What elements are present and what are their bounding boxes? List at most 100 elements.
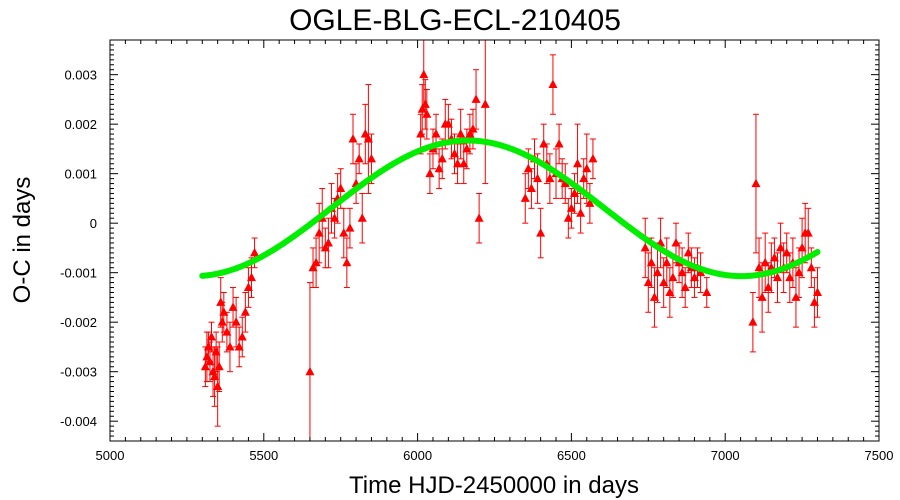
data-point [456, 108, 466, 160]
triangle-marker [671, 237, 681, 247]
triangle-marker [680, 282, 690, 292]
x-tick-label: 5000 [96, 448, 125, 463]
triangle-marker [662, 257, 672, 267]
triangle-marker [588, 153, 598, 163]
triangle-marker [225, 341, 235, 351]
triangle-marker [217, 317, 227, 326]
triangle-marker [480, 99, 490, 108]
data-point [588, 138, 598, 180]
data-point [354, 143, 364, 175]
data-point [228, 287, 238, 328]
x-tick-label: 6000 [403, 448, 432, 463]
data-point [222, 311, 232, 353]
triangle-marker [754, 262, 764, 272]
triangle-marker [243, 282, 253, 292]
triangle-marker [240, 307, 250, 316]
triangle-marker [443, 119, 453, 128]
triangle-marker [569, 188, 579, 197]
triangle-marker [579, 173, 589, 183]
triangle-marker [533, 173, 543, 183]
triangle-marker [336, 183, 346, 193]
data-point [311, 237, 321, 289]
data-point [240, 291, 250, 333]
triangle-marker [554, 138, 564, 148]
triangle-marker [420, 99, 430, 108]
triangle-marker [582, 163, 592, 173]
triangle-marker [797, 242, 807, 252]
triangle-marker [320, 242, 330, 252]
triangle-marker [677, 267, 687, 277]
triangle-marker [465, 129, 475, 138]
data-point [760, 232, 770, 293]
data-point [526, 168, 536, 209]
data-point [545, 153, 555, 204]
data-point [200, 346, 210, 388]
triangle-marker [314, 228, 324, 237]
y-tick-label: -0.003 [60, 365, 97, 380]
data-point [203, 331, 213, 363]
y-tick-label: -0.004 [60, 414, 97, 429]
x-tick-label: 5500 [249, 448, 278, 463]
triangle-marker [769, 252, 779, 262]
triangle-marker [474, 213, 484, 222]
triangle-marker [234, 341, 244, 351]
data-point [520, 173, 530, 224]
triangle-marker [668, 272, 678, 282]
data-point [345, 207, 355, 249]
triangle-marker [363, 134, 373, 143]
data-point [225, 321, 235, 373]
triangle-marker [576, 208, 586, 217]
triangle-marker [782, 247, 792, 257]
data-point [680, 267, 690, 308]
data-point [797, 217, 807, 279]
triangle-marker [323, 237, 333, 247]
data-point [751, 113, 761, 254]
triangle-marker [812, 287, 822, 296]
data-point [363, 84, 373, 194]
triangle-marker [222, 327, 232, 336]
triangle-marker [689, 272, 699, 282]
triangle-marker [560, 178, 570, 188]
data-point [342, 237, 352, 289]
triangle-marker [757, 292, 767, 301]
triangle-marker [357, 213, 367, 222]
y-tick-label: 0 [90, 216, 97, 231]
data-point [536, 207, 546, 259]
triangle-marker [205, 356, 215, 366]
y-tick-label: 0.003 [64, 68, 97, 83]
x-tick-label: 7500 [865, 448, 894, 463]
data-point [585, 183, 595, 224]
data-point [339, 207, 349, 259]
triangle-marker [776, 242, 786, 252]
triangle-marker [763, 282, 773, 292]
data-point [554, 123, 564, 165]
data-point [211, 331, 221, 373]
triangle-marker [330, 213, 340, 222]
fit-curve [199, 137, 821, 280]
data-point [360, 103, 370, 165]
triangle-marker [520, 193, 530, 202]
x-tick-label: 7000 [711, 448, 740, 463]
data-point [213, 346, 223, 427]
triangle-marker [250, 247, 260, 257]
triangle-marker [471, 94, 481, 103]
triangle-marker [354, 153, 364, 163]
triangle-marker [646, 257, 656, 267]
triangle-marker [548, 79, 558, 89]
data-point [748, 291, 758, 353]
triangle-marker [643, 277, 653, 287]
data-point [772, 252, 782, 303]
data-point [649, 267, 659, 328]
triangle-marker [422, 109, 432, 118]
y-tick-label: -0.002 [60, 315, 97, 330]
triangle-marker [748, 317, 758, 326]
data-point [425, 153, 435, 194]
data-point [357, 192, 367, 244]
x-tick-label: 6500 [557, 448, 586, 463]
axes: 5000 5500 6000 6500 7000 7500 -0.004 -0.003 -0.0… [60, 39, 894, 463]
data-point [662, 237, 672, 289]
triangle-marker [585, 198, 595, 207]
y-axis-label: O-C in days [9, 177, 36, 304]
triangle-marker [348, 134, 358, 143]
